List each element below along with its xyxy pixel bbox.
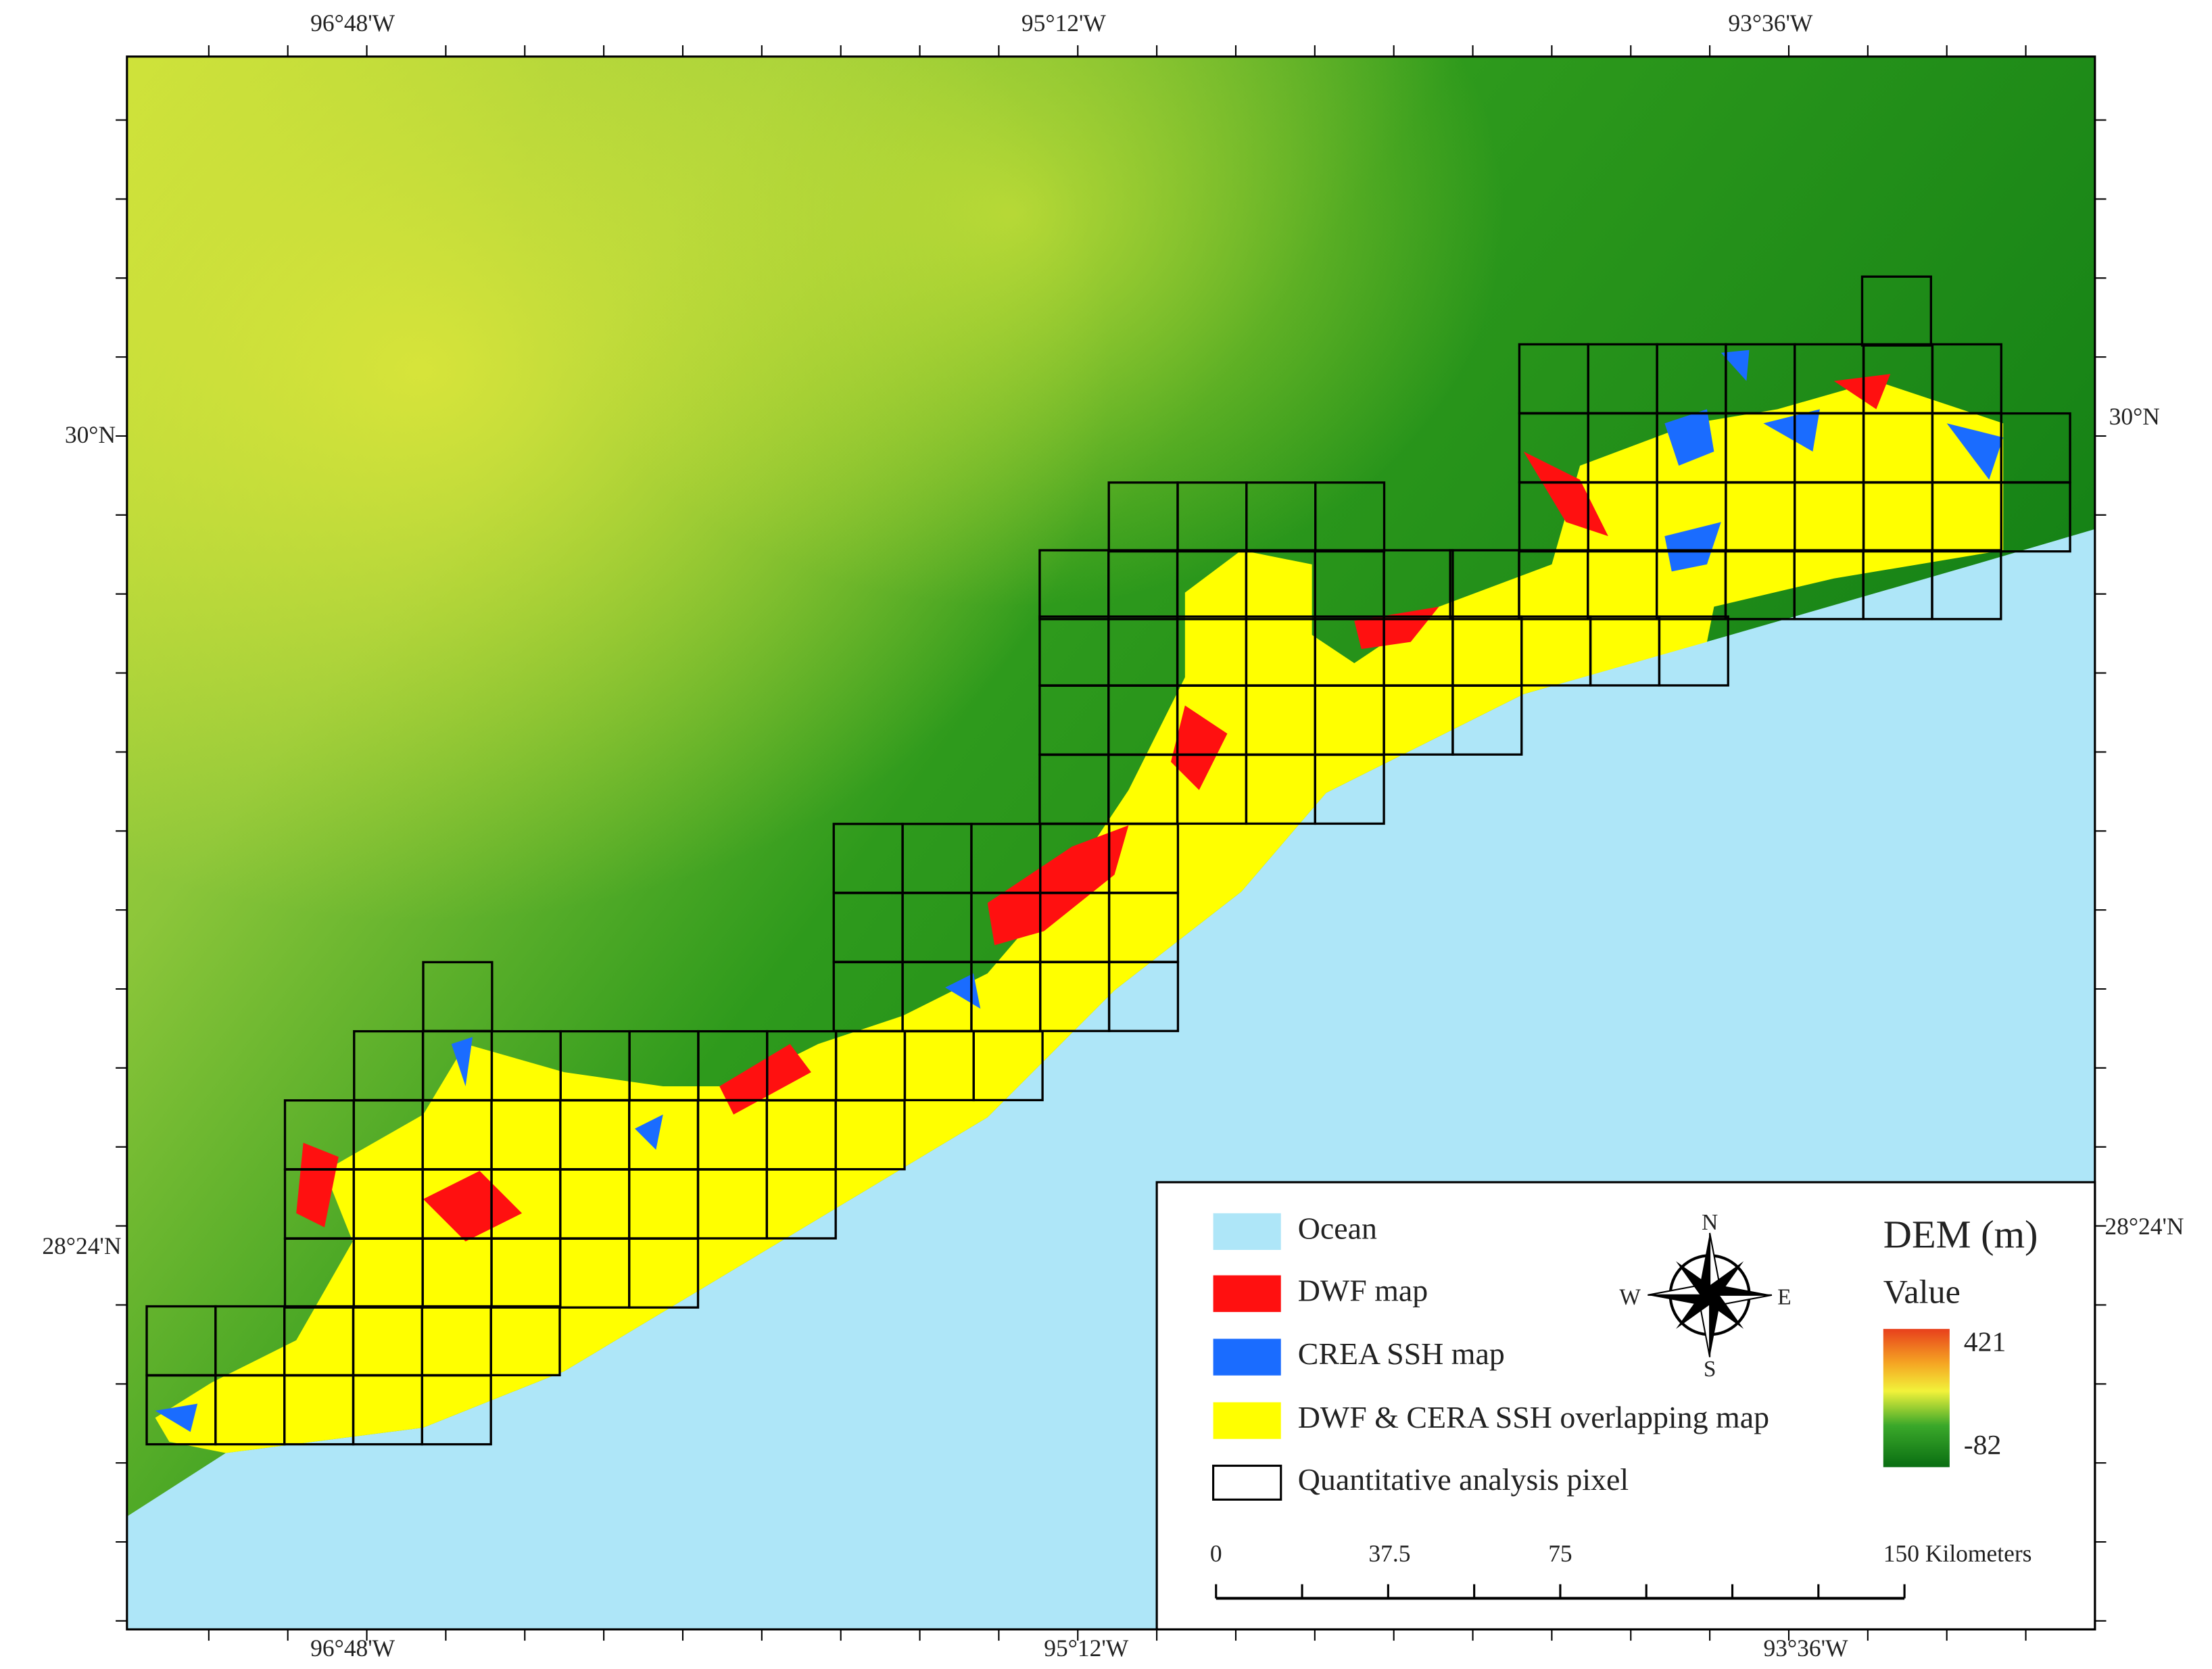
latitude-label: 30°N — [65, 421, 116, 448]
analysis-pixel — [628, 1237, 700, 1309]
analysis-pixel — [1451, 684, 1523, 756]
scale-label: 150 Kilometers — [1883, 1540, 2032, 1567]
legend-label: Quantitative analysis pixel — [1298, 1462, 1629, 1497]
compass-label: E — [1777, 1285, 1791, 1310]
legend-label: DWF & CERA SSH overlapping map — [1298, 1400, 1769, 1434]
legend-label: CREA SSH map — [1298, 1336, 1505, 1371]
analysis-pixel — [834, 1099, 906, 1171]
legend-swatch — [1213, 1338, 1281, 1376]
analysis-pixel — [1314, 753, 1385, 825]
legend-swatch — [1212, 1464, 1282, 1501]
scale-label: 37.5 — [1368, 1540, 1410, 1567]
compass-label: W — [1619, 1285, 1641, 1310]
legend: Ocean DWF map CREA SSH map DWF & CERA SS… — [1155, 1181, 2096, 1630]
frame-ticks — [116, 45, 2107, 1641]
latitude-label: 30°N — [2109, 403, 2160, 430]
compass-star — [1676, 1261, 1744, 1329]
dem-title: DEM (m) — [1883, 1213, 2038, 1257]
legend-swatch — [1213, 1213, 1281, 1251]
scale-label: 75 — [1548, 1540, 1572, 1567]
latitude-label: 28°24'N — [2105, 1213, 2184, 1240]
analysis-pixel — [1860, 275, 1932, 347]
legend-label: DWF map — [1298, 1273, 1428, 1307]
legend-swatch — [1213, 1402, 1281, 1439]
map-border — [126, 55, 2096, 1630]
longitude-label: 96°48'W — [310, 1635, 395, 1662]
overlap-area — [155, 381, 2004, 1453]
scale-label: 0 — [1210, 1540, 1222, 1567]
longitude-label: 95°12'W — [1021, 9, 1107, 37]
scale-bar: 0 37.5 75 150 Kilometers — [1210, 1540, 2032, 1600]
analysis-pixel — [1107, 961, 1180, 1032]
analysis-pixel — [1382, 549, 1454, 621]
analysis-pixel — [1931, 549, 2002, 621]
longitude-label: 93°36'W — [1728, 9, 1813, 37]
compass: N E S W — [1619, 1210, 1791, 1382]
dem-value-label: Value — [1883, 1272, 1961, 1310]
longitude-label: 93°36'W — [1764, 1635, 1849, 1662]
legend-label: Ocean — [1298, 1211, 1377, 1245]
longitude-label: 95°12'W — [1044, 1635, 1129, 1662]
compass-label: S — [1704, 1357, 1716, 1382]
compass-label: N — [1702, 1210, 1718, 1235]
analysis-pixel — [765, 1168, 837, 1240]
latitude-label: 28°24'N — [42, 1232, 121, 1259]
analysis-pixel — [972, 1030, 1044, 1102]
dem-max: 421 — [1964, 1326, 2006, 1357]
dem-min: -82 — [1964, 1430, 2002, 1461]
longitude-label: 96°48'W — [310, 9, 395, 37]
analysis-pixel — [420, 1374, 492, 1446]
dem-colorbar — [1883, 1328, 1950, 1468]
analysis-pixel — [2000, 481, 2071, 553]
analysis-pixel — [489, 1305, 561, 1377]
analysis-pixel — [1658, 615, 1729, 687]
analysis-grid — [145, 275, 2071, 1446]
legend-swatch — [1213, 1275, 1281, 1312]
